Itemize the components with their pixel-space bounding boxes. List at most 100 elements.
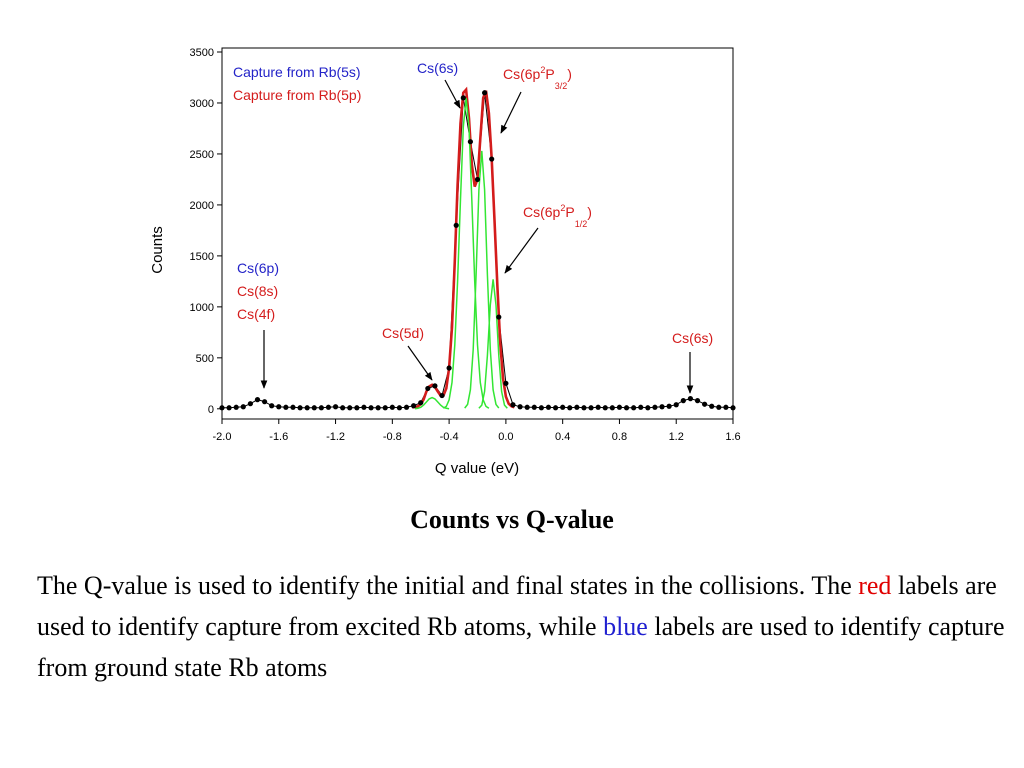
data-point [297,405,303,411]
data-point [609,405,615,411]
data-point [517,404,523,410]
annotation-part: Cs(4f) [237,306,275,322]
data-point [233,404,239,410]
data-point [638,404,644,410]
data-point [261,399,268,405]
data-point [709,403,715,409]
data-point [382,405,388,411]
data-point [453,222,459,228]
annotation: Cs(6p2P1/2) [523,203,592,229]
x-tick-label: 1.6 [725,431,740,443]
data-point [503,380,509,386]
data-point [396,405,403,411]
data-point [645,405,651,411]
data-point [588,405,594,411]
data-point [680,398,686,404]
data-point [595,404,601,410]
chart: Q value (eV) Counts 0 500 1000 1500 2000 2500… [149,47,741,477]
data-point [439,392,445,399]
x-tick-label: 0.8 [612,431,627,443]
data-point [332,404,339,410]
y-tick-label: 2000 [190,200,214,212]
x-tick-label: -0.8 [383,431,402,443]
data-point [446,365,452,371]
annotation-arrow [444,79,461,109]
data-point [702,401,708,407]
annotation-part: Cs(8s) [237,283,278,299]
data-point [340,405,346,411]
data-point [269,403,275,409]
data-point [467,139,474,145]
y-tick-label: 500 [196,353,214,365]
annotation-arrow [500,91,522,134]
data-point [368,405,374,411]
data-point [616,404,623,410]
data-point [375,405,381,411]
data-point [425,385,431,392]
data-point [403,404,410,410]
series-line [442,97,490,409]
annotation-part: 2 [560,203,565,213]
paragraph-segment: labels are used to identify capture from… [37,571,997,641]
annotation-part: 3/2 [555,81,568,91]
data-point [574,404,580,410]
y-axis-label: Counts [149,226,166,274]
data-point [510,402,516,408]
data-point [652,404,658,410]
data-point [276,404,282,410]
data-point [432,383,438,389]
data-point [347,405,353,411]
data-point [723,404,729,410]
annotation-part: 2 [540,65,545,75]
data-point [460,95,466,101]
series-line [478,279,508,409]
annotation-part: ) [587,204,592,220]
annotation: Cs(8s) [237,283,278,299]
x-tick-label: 0.4 [555,431,570,443]
y-tick-label: 2500 [190,149,214,161]
x-tick-label: -1.6 [269,431,288,443]
data-point [673,402,679,408]
legend-entry: Capture from Rb(5p) [233,87,361,103]
x-axis-label: Q value (eV) [435,460,519,477]
data-point [318,405,324,411]
data-point [304,405,310,411]
data-point [474,176,481,183]
x-tick-label: 1.2 [669,431,684,443]
annotation-arrow [504,227,539,274]
plot-frame [221,47,734,420]
data-point [545,404,552,410]
annotation-part: P [545,66,554,82]
annotation: Cs(4f) [237,306,275,322]
data-point [411,403,417,409]
paragraph-segment: red [858,571,892,600]
data-point [730,405,736,411]
data-point [325,404,332,410]
paragraph-segment: The Q-value is used to identify the init… [37,571,859,600]
data-point [418,400,424,406]
data-point [560,404,566,410]
data-point [538,405,544,411]
data-point [659,404,665,410]
data-point [581,405,587,411]
paragraph-segment: blue [603,612,648,641]
annotation-part: Cs(6s) [417,60,458,76]
x-tick-label: -1.2 [326,431,345,443]
data-point [687,396,694,402]
x-tick-label: -2.0 [213,431,232,443]
data-point [552,405,559,411]
annotation-part: ) [567,66,572,82]
y-tick-label: 1000 [190,302,214,314]
annotation: Cs(6s) [417,60,458,76]
data-point [247,401,253,407]
annotation: Cs(6p2P3/2) [503,65,572,91]
annotation: Cs(6s) [672,330,713,346]
data-point [602,405,608,411]
data-point [623,405,630,411]
y-tick-label: 3500 [190,47,214,59]
legend-entry: Capture from Rb(5s) [233,64,361,80]
data-point [226,405,232,411]
data-point [716,404,722,410]
annotation-part: Cs(6p [503,66,541,82]
